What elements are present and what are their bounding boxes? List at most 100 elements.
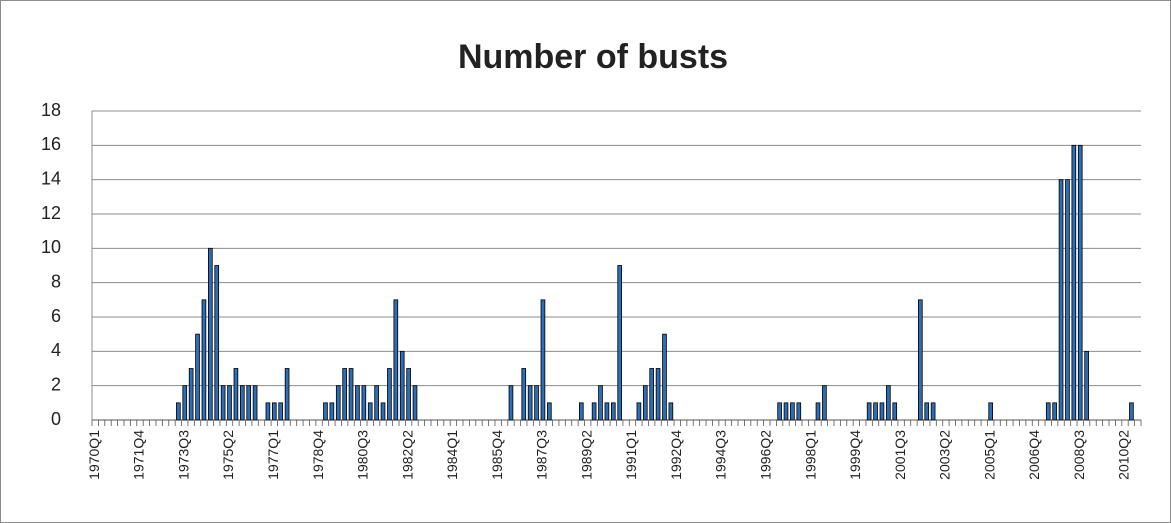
bar (617, 265, 623, 421)
x-tick-label: 1977Q1 (265, 430, 281, 480)
bar (329, 402, 335, 421)
y-tick-label: 12 (41, 203, 61, 223)
bar (271, 402, 277, 421)
bar (361, 385, 367, 421)
bar (201, 299, 207, 421)
bar (342, 368, 347, 421)
bar (534, 385, 539, 421)
x-tick-label: 2010Q2 (1116, 430, 1132, 480)
bar (1058, 179, 1064, 421)
bar (1071, 144, 1077, 421)
bar (777, 402, 782, 421)
bar (214, 265, 220, 421)
bar (636, 402, 642, 421)
bar (1084, 350, 1089, 421)
y-tick-label: 4 (51, 340, 61, 360)
x-tick-label: 1985Q4 (489, 430, 505, 480)
bar (399, 350, 405, 421)
bar (642, 385, 648, 421)
chart-title: Number of busts (458, 38, 728, 76)
bar (924, 402, 930, 421)
x-tick-label: 1998Q1 (802, 430, 818, 480)
bar (508, 385, 514, 421)
bar (335, 385, 341, 421)
x-tick-label: 1975Q2 (220, 430, 236, 480)
bar (412, 385, 418, 421)
bar (393, 299, 399, 421)
x-tick-label: 1992Q4 (668, 430, 684, 480)
bar (610, 402, 616, 421)
y-tick-label: 2 (51, 374, 61, 394)
x-tick-label: 1980Q3 (355, 430, 371, 480)
bar (796, 402, 802, 421)
bar (355, 385, 360, 421)
bar (604, 402, 610, 421)
bar (233, 368, 239, 421)
bar (239, 385, 245, 421)
bar (591, 402, 597, 421)
bar (866, 402, 872, 421)
y-tick-label: 0 (51, 409, 61, 429)
bar (195, 333, 200, 421)
x-tick-label: 1999Q4 (847, 430, 863, 480)
bar (220, 385, 226, 421)
bar (374, 385, 379, 421)
x-tick-label: 1978Q4 (310, 430, 326, 480)
y-tick-label: 10 (41, 237, 61, 257)
x-tick-label: 1989Q2 (578, 430, 594, 480)
bar (873, 402, 878, 421)
bar (227, 385, 232, 421)
bar (188, 368, 194, 421)
bar (598, 385, 603, 421)
bar (406, 368, 411, 421)
bar (521, 368, 527, 421)
x-tick-label: 2005Q1 (981, 430, 997, 480)
bar (246, 385, 252, 421)
bar (208, 247, 213, 421)
x-tick-label: 1984Q1 (444, 430, 460, 480)
bar (278, 402, 284, 421)
bar (176, 402, 181, 421)
bar (649, 368, 654, 421)
bar (815, 402, 821, 421)
bar (1052, 402, 1057, 421)
bar (892, 402, 898, 421)
x-tick-label: 1996Q2 (758, 430, 774, 480)
bar (284, 368, 290, 421)
bar (930, 402, 936, 421)
x-tick-label: 2008Q3 (1071, 430, 1087, 480)
bar (323, 402, 328, 421)
bar (918, 299, 923, 421)
y-tick-label: 16 (41, 134, 61, 154)
bar (182, 385, 188, 421)
y-tick-label: 6 (51, 306, 61, 326)
x-tick-label: 1991Q1 (623, 430, 639, 480)
x-tick-label: 1994Q3 (713, 430, 729, 480)
bar (367, 402, 373, 421)
y-tick-label: 18 (41, 100, 61, 120)
bar (822, 385, 827, 421)
bar (547, 402, 552, 421)
x-tick-label: 1973Q3 (175, 430, 191, 480)
bar (380, 402, 386, 421)
x-tick-label: 1971Q4 (131, 430, 147, 480)
bar (265, 402, 271, 421)
bar (662, 333, 667, 421)
bar (348, 368, 354, 421)
x-tick-label: 1982Q2 (399, 430, 415, 480)
bar (783, 402, 789, 421)
y-tick-label: 14 (41, 168, 61, 188)
bar (579, 402, 584, 421)
bar (1045, 402, 1051, 421)
bar (886, 385, 891, 421)
bar (252, 385, 258, 421)
bar (387, 368, 392, 421)
bar (790, 402, 795, 421)
bar (655, 368, 661, 421)
bar (988, 402, 994, 421)
bar (540, 299, 546, 421)
x-tick-label: 2003Q2 (937, 430, 953, 480)
bar (1065, 179, 1070, 421)
